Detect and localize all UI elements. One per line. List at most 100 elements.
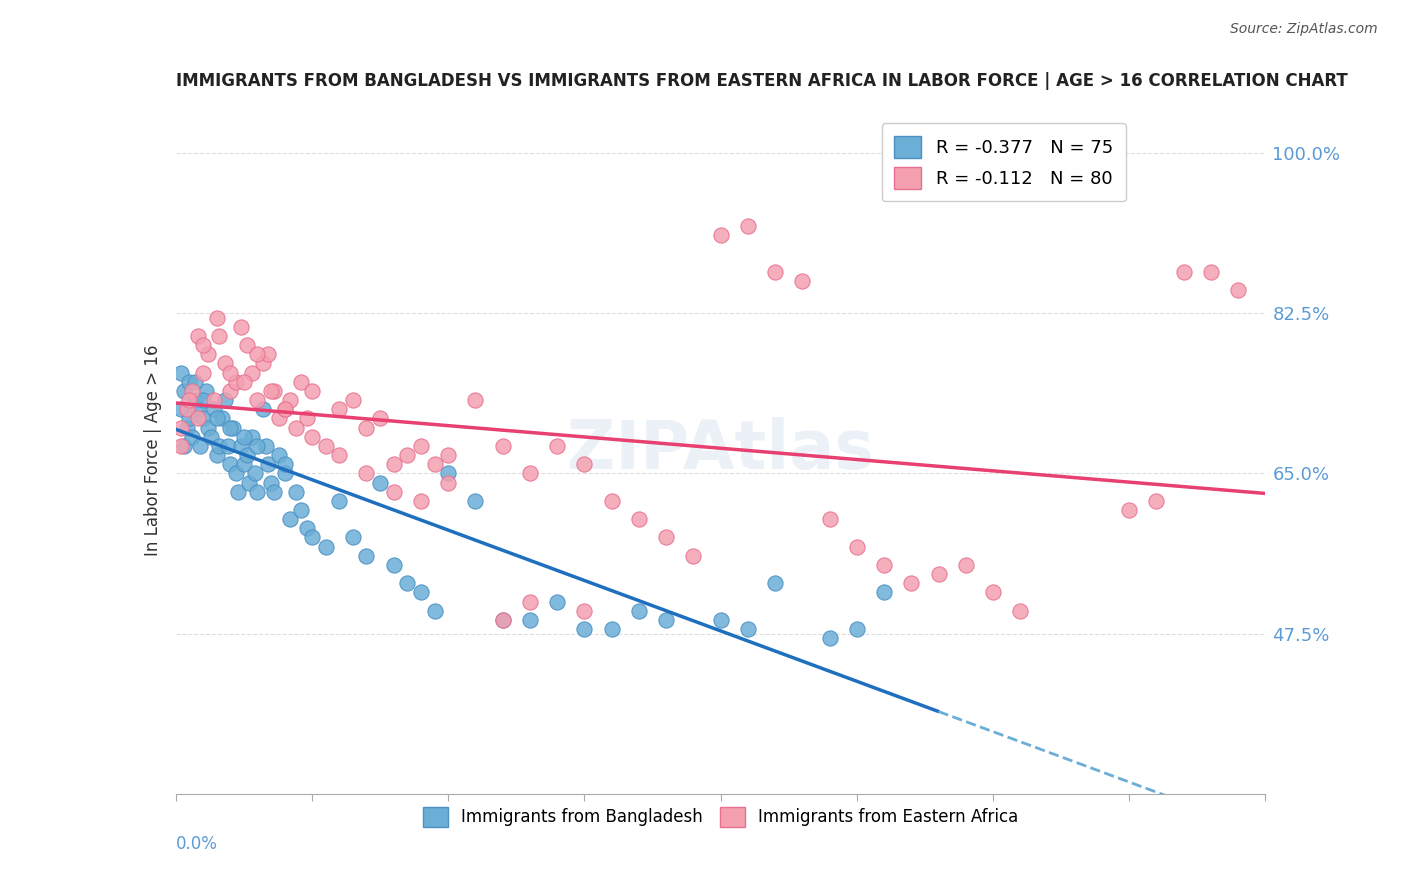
Point [191, 366, 214, 380]
Point [737, 219, 759, 233]
Point [356, 420, 378, 434]
Point [263, 484, 285, 499]
Point [238, 475, 260, 490]
Point [205, 448, 228, 462]
Point [225, 375, 247, 389]
Point [368, 475, 391, 490]
Point [368, 411, 391, 425]
Point [546, 594, 568, 608]
Point [409, 439, 432, 453]
Point [274, 467, 297, 481]
Point [186, 329, 209, 343]
Point [278, 393, 301, 408]
Point [682, 549, 704, 563]
Point [202, 393, 225, 408]
Point [301, 384, 323, 398]
Point [232, 430, 254, 444]
Point [181, 384, 204, 398]
Point [818, 631, 841, 645]
Legend: Immigrants from Bangladesh, Immigrants from Eastern Africa: Immigrants from Bangladesh, Immigrants f… [416, 800, 1025, 834]
Point [274, 402, 297, 417]
Point [763, 265, 786, 279]
Point [1010, 604, 1032, 618]
Point [188, 439, 211, 453]
Point [170, 420, 193, 434]
Point [437, 467, 460, 481]
Point [252, 356, 274, 370]
Point [246, 484, 269, 499]
Point [315, 540, 337, 554]
Point [437, 475, 460, 490]
Point [519, 594, 541, 608]
Point [955, 558, 977, 572]
Point [627, 604, 650, 618]
Point [219, 457, 242, 471]
Point [176, 402, 198, 417]
Point [792, 274, 814, 288]
Point [737, 622, 759, 636]
Point [900, 576, 922, 591]
Point [284, 420, 307, 434]
Point [763, 576, 786, 591]
Point [205, 310, 228, 325]
Point [246, 439, 269, 453]
Point [217, 439, 239, 453]
Point [208, 439, 231, 453]
Point [1144, 493, 1167, 508]
Point [519, 613, 541, 627]
Point [219, 420, 242, 434]
Point [191, 411, 214, 425]
Point [269, 411, 291, 425]
Point [278, 512, 301, 526]
Point [328, 402, 350, 417]
Point [269, 448, 291, 462]
Point [873, 558, 896, 572]
Point [200, 430, 222, 444]
Point [186, 402, 209, 417]
Point [600, 622, 623, 636]
Point [257, 347, 280, 361]
Point [257, 457, 280, 471]
Point [464, 493, 486, 508]
Point [235, 448, 257, 462]
Point [845, 540, 868, 554]
Point [170, 402, 193, 417]
Point [290, 503, 312, 517]
Point [260, 384, 283, 398]
Point [818, 512, 841, 526]
Point [295, 411, 318, 425]
Point [382, 484, 405, 499]
Point [396, 448, 419, 462]
Point [981, 585, 1004, 599]
Point [214, 356, 236, 370]
Point [655, 613, 678, 627]
Point [260, 475, 283, 490]
Point [492, 613, 515, 627]
Point [176, 420, 198, 434]
Point [356, 549, 378, 563]
Point [315, 439, 337, 453]
Point [179, 393, 201, 408]
Text: ZIPAtlas: ZIPAtlas [567, 417, 875, 483]
Point [574, 604, 596, 618]
Text: IMMIGRANTS FROM BANGLADESH VS IMMIGRANTS FROM EASTERN AFRICA IN LABOR FORCE | AG: IMMIGRANTS FROM BANGLADESH VS IMMIGRANTS… [176, 72, 1347, 90]
Point [546, 439, 568, 453]
Point [246, 347, 269, 361]
Text: Source: ZipAtlas.com: Source: ZipAtlas.com [1230, 22, 1378, 37]
Point [184, 393, 207, 408]
Point [235, 338, 257, 352]
Point [240, 366, 263, 380]
Point [170, 366, 193, 380]
Point [246, 393, 269, 408]
Point [492, 613, 515, 627]
Point [382, 558, 405, 572]
Point [225, 467, 247, 481]
Point [627, 512, 650, 526]
Point [254, 439, 277, 453]
Point [170, 439, 193, 453]
Point [197, 420, 219, 434]
Point [274, 457, 297, 471]
Point [173, 384, 195, 398]
Point [396, 576, 419, 591]
Point [437, 448, 460, 462]
